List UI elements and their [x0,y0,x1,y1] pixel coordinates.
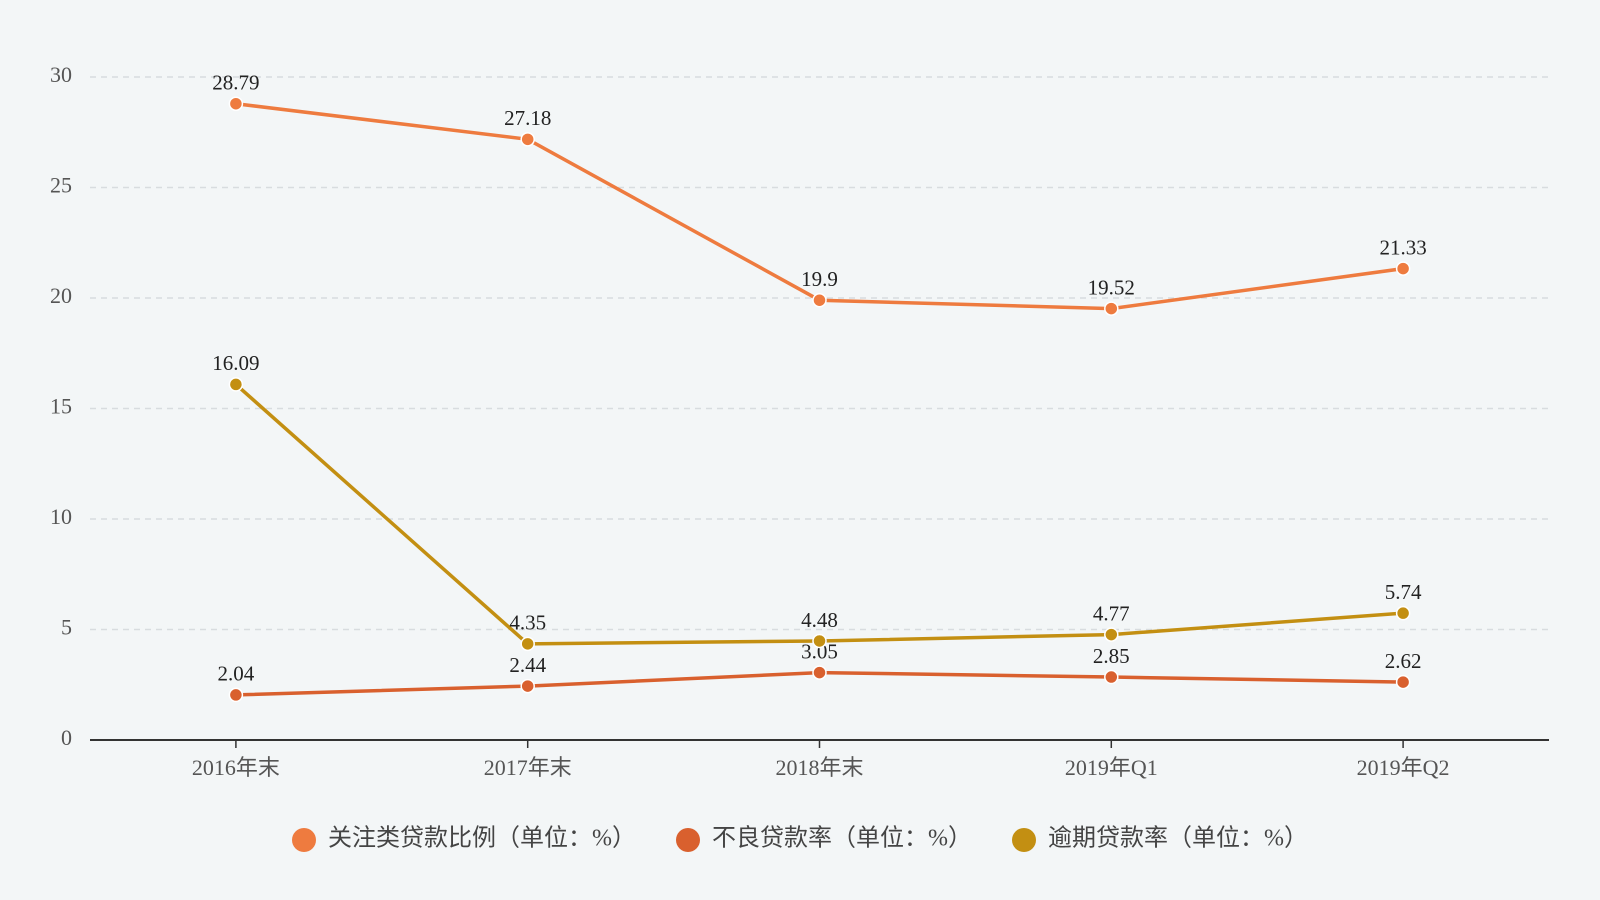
data-label: 4.35 [509,611,546,635]
y-tick-label: 15 [50,394,72,419]
data-label: 28.79 [212,71,259,95]
data-point [812,633,827,649]
legend-marker [676,828,700,852]
data-point [520,132,535,147]
data-point [1395,261,1411,276]
data-label: 2.44 [509,653,546,677]
data-label: 2.62 [1385,649,1422,673]
data-label: 4.77 [1093,601,1130,625]
data-point [1104,301,1119,316]
x-tick-label: 2019年Q1 [1065,755,1158,780]
x-tick-label: 2016年末 [192,755,280,780]
x-tick-label: 2019年Q2 [1357,755,1450,780]
data-point [520,636,535,652]
data-point [1104,669,1119,685]
legend-label: 不良贷款率（单位：%） [712,825,972,852]
data-point [1104,627,1119,642]
x-tick-label: 2018年末 [775,755,863,780]
y-tick-label: 30 [50,62,72,87]
y-tick-label: 0 [61,725,72,750]
data-label: 2.04 [218,662,255,686]
y-tick-label: 20 [50,283,72,308]
data-point [228,377,244,392]
data-point [228,687,244,703]
legend-marker [1012,828,1036,852]
data-point [1395,674,1411,690]
data-label: 19.9 [801,267,838,291]
data-point [1395,605,1411,621]
y-tick-label: 10 [50,504,72,529]
data-label: 21.33 [1379,235,1426,259]
legend-label: 逾期贷款率（单位：%） [1048,825,1308,852]
y-tick-label: 25 [50,173,72,198]
data-label: 27.18 [504,106,551,130]
data-point [520,678,535,694]
data-label: 4.48 [801,608,838,632]
legend-marker [292,828,316,852]
data-point [812,292,827,308]
x-tick-label: 2017年末 [484,755,572,780]
data-label: 16.09 [212,351,259,375]
legend-label: 关注类贷款比例（单位：%） [328,825,636,852]
y-tick-label: 5 [61,615,72,640]
data-point [812,665,827,680]
data-label: 19.52 [1088,275,1135,299]
data-label: 2.85 [1093,644,1130,668]
data-point [228,96,244,111]
data-label: 5.74 [1385,580,1422,604]
